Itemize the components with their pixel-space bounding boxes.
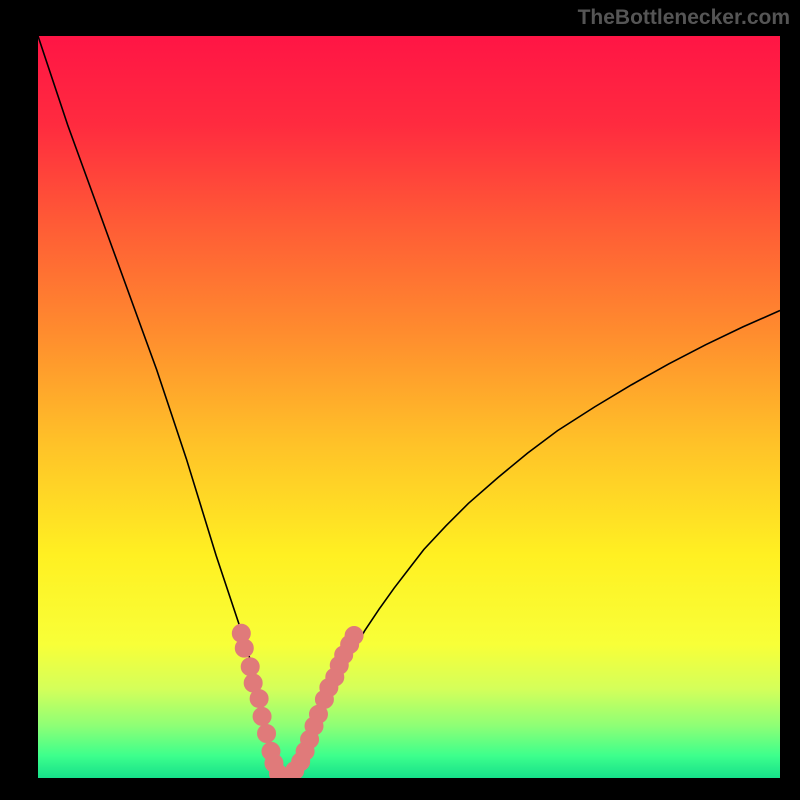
data-marker [253, 707, 271, 725]
chart-container: TheBottlenecker.com [0, 0, 800, 800]
data-marker [241, 658, 259, 676]
plot-area [38, 36, 780, 778]
gradient-background [38, 36, 780, 778]
watermark-label: TheBottlenecker.com [578, 6, 790, 30]
data-marker [250, 690, 268, 708]
data-marker [235, 639, 253, 657]
data-marker [345, 627, 363, 645]
data-marker [258, 724, 276, 742]
